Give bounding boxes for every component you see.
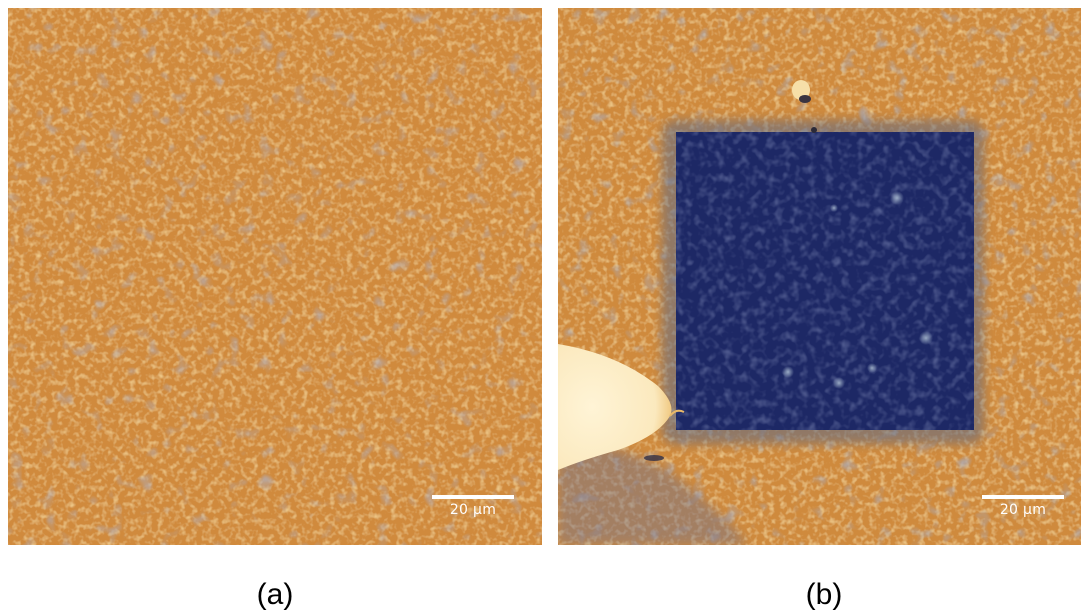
panel-caption-b: (b) bbox=[805, 578, 843, 611]
afm-image-panel-b: 20 µm bbox=[558, 8, 1081, 545]
scale-bar bbox=[432, 495, 514, 499]
scale-bar bbox=[982, 495, 1064, 499]
scale-bar-label: 20 µm bbox=[999, 502, 1047, 518]
scale-bar-label: 20 µm bbox=[449, 502, 497, 518]
afm-image-panel-a: 20 µm bbox=[8, 8, 542, 545]
panel-caption-a: (a) bbox=[256, 578, 294, 611]
texture-image-b bbox=[558, 8, 1081, 545]
texture-image-a bbox=[8, 8, 542, 545]
